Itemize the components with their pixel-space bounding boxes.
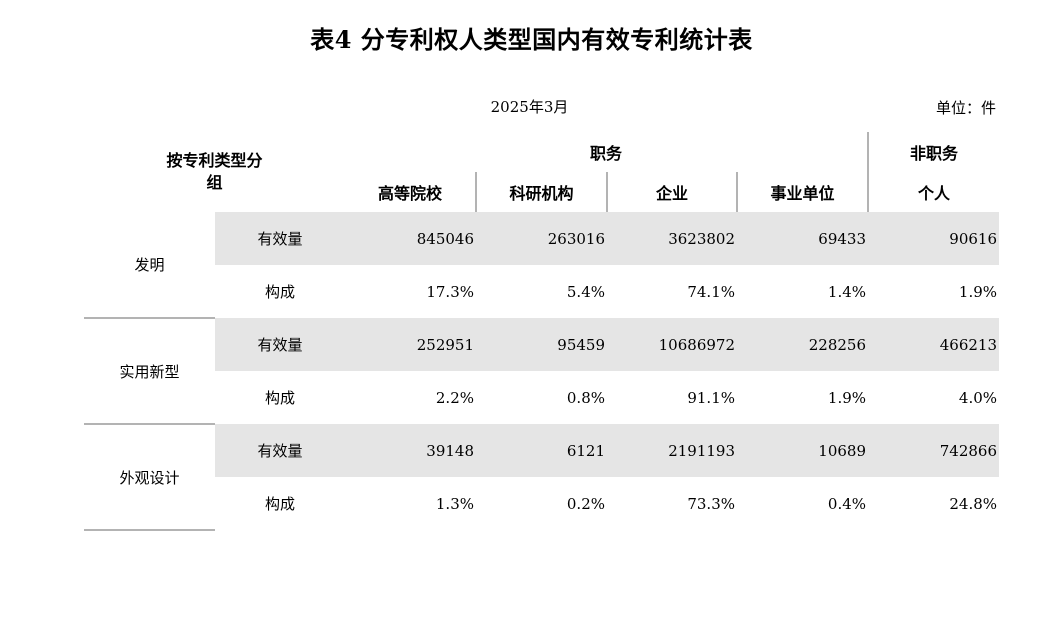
column-header: 科研机构	[476, 172, 608, 212]
table-cell: 10686972	[607, 318, 737, 371]
patent-type-cell: 发明	[84, 212, 215, 319]
table-cell: 1.4%	[827, 282, 867, 301]
metric-label: 构成	[264, 495, 295, 513]
table-cell: 10689	[737, 424, 869, 477]
report-date: 2025年3月	[490, 98, 569, 116]
table-cell: 0.8%	[566, 388, 605, 407]
table-cell: 1.9%	[958, 282, 998, 301]
table-cell: 2191193	[607, 424, 737, 477]
patent-statistics-table: 按专利类型分组 职务 非职务 高等院校 科研机构 企业 事业单位 个人 发明 有…	[84, 132, 1000, 531]
table-cell: 742866	[868, 424, 1000, 477]
table-cell: 845046	[345, 212, 476, 265]
nonservice-group-header: 非职务	[910, 144, 959, 163]
table-cell: 24.8%	[949, 494, 998, 513]
column-header: 高等院校	[345, 172, 477, 212]
table-row: 构成 1.3% 0.2% 73.3% 0.4% 24.8%	[84, 477, 999, 530]
table-cell: 252951	[345, 318, 476, 371]
patent-type-cell: 实用新型	[84, 318, 215, 425]
table-cell: 73.3%	[687, 494, 735, 513]
metric-label: 构成	[264, 389, 295, 407]
row-group-header: 按专利类型分组	[84, 132, 345, 212]
table-row: 实用新型 有效量 252951 95459 10686972 228256 46…	[84, 318, 1000, 425]
table-title: 表4 分专利权人类型国内有效专利统计表	[310, 25, 753, 54]
table-cell: 69433	[737, 212, 869, 265]
table-row: 构成 2.2% 0.8% 91.1% 1.9% 4.0%	[84, 371, 999, 424]
table-cell: 74.1%	[687, 282, 735, 301]
table-cell: 0.4%	[827, 494, 867, 513]
table-cell: 91.1%	[687, 388, 735, 407]
table-cell: 4.0%	[958, 388, 998, 407]
table-cell: 5.4%	[566, 282, 605, 301]
table-row: 发明 有效量 845046 263016 3623802 69433 90616	[84, 212, 1000, 319]
table-cell: 466213	[868, 318, 1000, 371]
metric-label: 构成	[264, 283, 295, 301]
table-row: 外观设计 有效量 39148 6121 2191193 10689 742866	[84, 424, 1000, 531]
table-cell: 263016	[476, 212, 607, 265]
table-cell: 90616	[868, 212, 1000, 265]
table-cell: 6121	[476, 424, 607, 477]
header-row-groups: 按专利类型分组 职务 非职务	[84, 132, 999, 192]
table-cell: 0.2%	[566, 494, 605, 513]
table-cell: 39148	[345, 424, 476, 477]
unit-label: 单位：件	[935, 99, 996, 117]
column-header: 企业	[607, 172, 738, 212]
table-cell: 17.3%	[426, 282, 474, 301]
table-row: 构成 17.3% 5.4% 74.1% 1.4% 1.9%	[84, 265, 999, 318]
table-cell: 1.3%	[435, 494, 474, 513]
column-header: 事业单位	[737, 172, 870, 212]
table-cell: 2.2%	[435, 388, 474, 407]
service-group-header: 职务	[345, 132, 870, 172]
header-row-columns: 高等院校 科研机构 企业 事业单位 个人	[84, 172, 999, 212]
patent-type-cell: 外观设计	[84, 424, 215, 531]
table-cell: 1.9%	[827, 388, 867, 407]
table-cell: 228256	[737, 318, 869, 371]
metric-label: 有效量	[215, 424, 345, 477]
column-header: 个人	[918, 184, 951, 203]
row-group-header-label: 按专利类型分组	[166, 151, 263, 192]
table-cell: 95459	[476, 318, 607, 371]
metric-label: 有效量	[215, 212, 345, 265]
metric-label: 有效量	[215, 318, 345, 371]
table-cell: 3623802	[607, 212, 737, 265]
